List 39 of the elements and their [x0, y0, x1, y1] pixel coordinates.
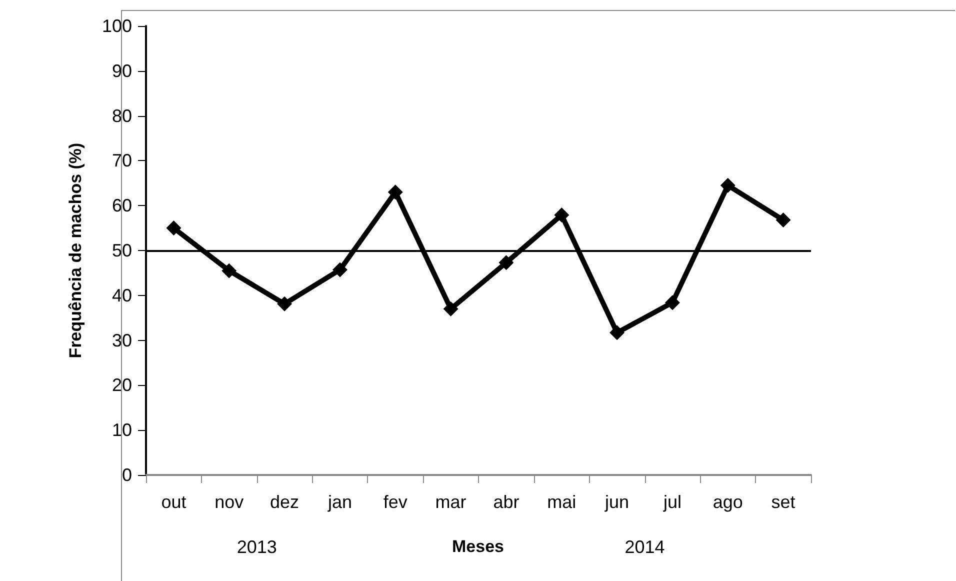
x-tick-label: jun — [604, 492, 630, 512]
y-tick-label: 30 — [112, 330, 132, 350]
y-tick-label: 70 — [112, 150, 132, 171]
y-tick-label: 0 — [122, 465, 132, 485]
y-tick-label: 40 — [112, 285, 132, 306]
point — [443, 301, 458, 316]
x-tick-label: dez — [270, 492, 300, 512]
point — [664, 295, 680, 310]
y-tick-label: 60 — [112, 196, 132, 216]
point — [222, 263, 237, 278]
y-tick-label: 10 — [112, 420, 132, 440]
x-tick-label: mar — [435, 492, 466, 512]
y-axis-title: Frequência de machos (%) — [66, 142, 85, 358]
x-tick-label: set — [771, 492, 796, 512]
point — [498, 255, 514, 270]
x-tick-label: fev — [383, 492, 408, 512]
text: 2013 — [236, 537, 277, 557]
point — [277, 296, 292, 312]
text: 2014 — [624, 537, 665, 557]
x-tick-label: abr — [493, 492, 520, 512]
y-tick-label: 20 — [112, 375, 132, 396]
x-tick-label: nov — [214, 492, 244, 512]
point — [776, 212, 791, 228]
y-tick-label: 100 — [102, 16, 132, 36]
x-tick-label: jul — [662, 492, 682, 512]
x-tick-label: mai — [547, 492, 576, 512]
point — [610, 325, 625, 340]
y-tick-label: 90 — [112, 60, 132, 81]
y-tick-label: 80 — [112, 106, 132, 126]
y-tick-label: 50 — [112, 240, 132, 260]
x-tick-label: jan — [326, 492, 352, 512]
x-tick-label: ago — [712, 492, 743, 512]
point — [554, 208, 570, 223]
x-axis-title: Meses — [452, 537, 504, 556]
point — [166, 220, 182, 236]
x-tick-label: out — [161, 492, 186, 512]
point — [388, 184, 403, 200]
point — [720, 178, 736, 193]
point — [332, 262, 348, 278]
